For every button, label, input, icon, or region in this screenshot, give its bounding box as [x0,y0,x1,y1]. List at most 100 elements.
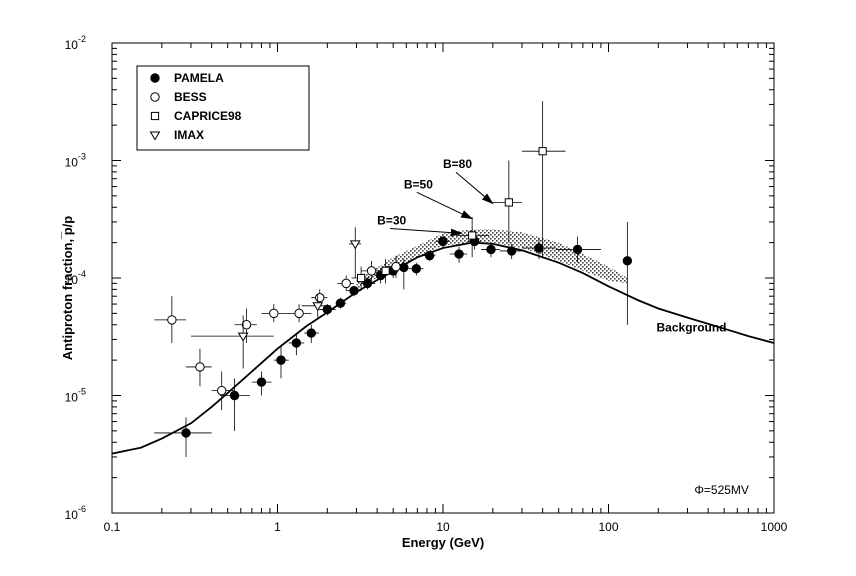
legend-label: BESS [174,90,207,104]
legend-label: IMAX [174,128,204,142]
data-marker [315,292,325,303]
data-marker [438,236,448,247]
y-tick-exponent: -2 [78,34,86,44]
series-bess [154,255,407,411]
data-point [154,296,187,343]
data-marker [366,266,377,276]
data-point [499,243,522,260]
annotation-arrow [416,191,474,220]
legend-marker [150,92,160,102]
data-marker [504,198,513,207]
phi-label: Φ=525MV [694,483,749,497]
annotation-label: B=50 [404,177,433,191]
data-point [423,250,436,261]
data-point [301,294,331,318]
x-tick-label: 1 [274,520,281,534]
data-marker [322,304,333,315]
data-point [234,308,257,343]
legend-marker [149,131,161,141]
legend-box [136,65,310,151]
legend-marker [150,73,160,83]
background-curve [111,241,775,455]
legend-marker [150,111,160,121]
data-marker [276,355,286,365]
data-marker [237,332,249,342]
legend-label: CAPRICE98 [174,109,242,123]
y-tick-exponent: -4 [78,269,86,279]
data-marker [381,266,390,275]
annotation-arrow [390,228,463,237]
data-marker [468,231,477,240]
data-point [622,221,633,325]
annotation-arrow [455,171,494,205]
x-tick-label: 100 [598,520,618,534]
annotation-label: B=30 [377,214,406,228]
data-point [304,324,319,343]
data-marker [256,377,267,387]
y-tick-base: 10 [65,38,79,52]
data-marker [349,285,359,296]
data-marker [167,315,177,325]
data-point [346,285,362,297]
data-marker [294,308,304,319]
data-marker [229,390,240,401]
x-axis-label: Energy (GeV) [402,535,484,550]
y-tick-label: 10-2 [65,34,86,52]
y-tick-label: 10-4 [65,269,86,287]
data-marker [362,278,373,289]
series-pamela [154,221,633,457]
y-tick-exponent: -5 [78,387,86,397]
data-point [337,275,355,291]
data-marker [195,362,205,372]
data-point [408,262,424,276]
annotation-label: Background [657,321,727,335]
data-marker [538,147,547,156]
data-marker [399,262,409,273]
y-tick-base: 10 [65,508,79,522]
data-point [449,246,468,263]
y-tick-label: 10-6 [65,504,86,522]
data-marker [269,308,279,319]
data-marker [312,302,324,312]
x-tick-label: 10 [436,520,450,534]
y-tick-label: 10-5 [65,387,86,405]
phi-symbol: Φ [694,483,704,497]
series-imax [190,227,362,369]
data-marker [411,263,422,274]
data-point [375,259,395,284]
data-marker [306,328,316,338]
data-point [361,278,376,290]
annotation-label: B=80 [443,157,472,171]
y-tick-base: 10 [65,273,79,287]
legend-label: PAMELA [174,71,224,85]
data-point [521,101,566,258]
data-point [385,255,407,278]
data-marker [506,246,517,256]
phi-value: =525MV [704,483,749,497]
data-point [435,235,450,249]
y-tick-exponent: -6 [78,504,86,514]
data-point [555,236,601,263]
x-tick-label: 0.1 [104,520,121,534]
data-point [335,297,347,309]
data-marker [622,256,633,266]
data-point [190,315,274,369]
y-axis-label: Antiproton fraction, ̅p/p [60,216,75,360]
data-point [351,266,370,290]
data-point [186,348,212,387]
data-marker [424,250,435,261]
data-points-layer [154,101,633,457]
data-point [288,333,305,356]
data-point [318,304,336,316]
y-tick-base: 10 [65,156,79,170]
data-point [492,160,522,243]
axes: 0.1 1 10 100 100010-610-510-410-310-2Energy … [60,34,788,550]
data-marker [335,298,346,308]
data-marker [357,273,366,283]
data-point [251,371,272,396]
data-point [284,304,312,323]
data-marker [291,338,302,348]
data-point [261,304,285,323]
data-point [220,378,250,431]
